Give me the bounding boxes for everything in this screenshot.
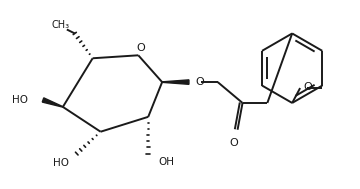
Polygon shape xyxy=(42,98,63,107)
Text: O: O xyxy=(229,138,238,148)
Text: OH: OH xyxy=(158,157,174,167)
Text: HO: HO xyxy=(12,95,28,105)
Polygon shape xyxy=(162,80,189,84)
Text: O: O xyxy=(195,77,204,87)
Text: CH₃: CH₃ xyxy=(52,19,70,29)
Text: HO: HO xyxy=(53,159,69,168)
Text: O: O xyxy=(136,43,145,53)
Text: O: O xyxy=(303,82,312,92)
